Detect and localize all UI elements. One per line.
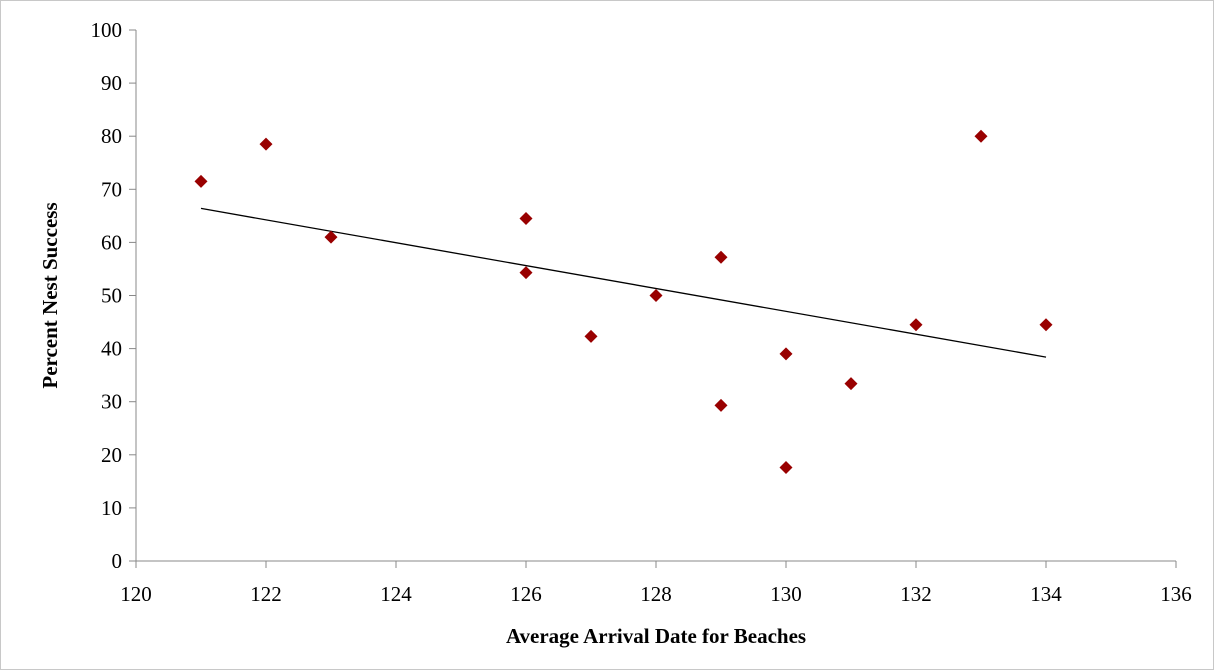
data-point <box>649 289 663 302</box>
data-point <box>974 129 988 143</box>
y-tick-labels: 0 10 20 30 40 50 60 70 80 90 100 <box>91 18 123 573</box>
data-point <box>324 230 338 244</box>
data-point <box>909 318 923 332</box>
x-tick-label: 136 <box>1160 582 1192 606</box>
y-tick-label: 30 <box>101 390 122 414</box>
axes <box>129 29 1177 568</box>
data-point <box>519 212 533 226</box>
x-tick-label: 126 <box>510 582 542 606</box>
y-tick-label: 40 <box>101 337 122 361</box>
x-tick-label: 130 <box>770 582 802 606</box>
data-point <box>194 174 208 188</box>
data-point <box>519 266 533 280</box>
data-point <box>779 347 793 361</box>
y-tick-label: 90 <box>101 71 122 95</box>
x-tick-label: 128 <box>640 582 672 606</box>
x-tick-label: 120 <box>120 582 152 606</box>
y-tick-label: 100 <box>91 18 123 42</box>
data-point <box>714 398 728 412</box>
y-tick-label: 70 <box>101 177 122 201</box>
data-point <box>584 329 598 343</box>
y-axis-title: Percent Nest Success <box>38 202 62 388</box>
trendline-group <box>200 207 1047 358</box>
x-tick-label: 124 <box>380 582 412 606</box>
x-tick-label: 122 <box>250 582 282 606</box>
data-point <box>779 461 793 475</box>
data-point <box>844 377 858 391</box>
data-point <box>1039 318 1053 332</box>
trendline <box>200 207 1047 358</box>
y-tick-label: 60 <box>101 230 122 254</box>
data-point <box>714 250 728 264</box>
data-points <box>194 129 1053 475</box>
x-tick-labels: 120 122 124 126 128 130 132 134 136 <box>120 582 1192 606</box>
y-tick-label: 10 <box>101 496 122 520</box>
y-tick-label: 50 <box>101 284 122 308</box>
x-tick-label: 132 <box>900 582 932 606</box>
x-tick-label: 134 <box>1030 582 1062 606</box>
y-tick-label: 0 <box>112 549 123 573</box>
x-axis-title: Average Arrival Date for Beaches <box>506 624 806 648</box>
data-point <box>259 137 273 151</box>
y-tick-label: 20 <box>101 443 122 467</box>
y-tick-label: 80 <box>101 124 122 148</box>
